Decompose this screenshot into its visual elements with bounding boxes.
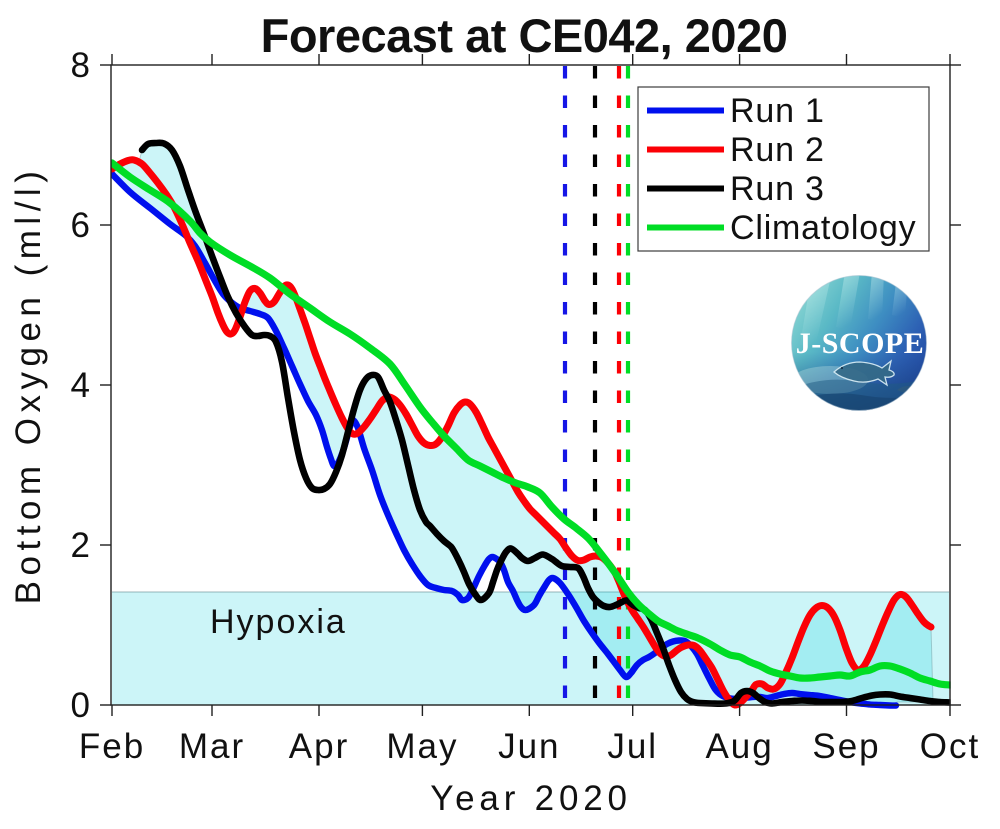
svg-text:6: 6 bbox=[71, 206, 92, 245]
svg-text:Jul: Jul bbox=[607, 727, 658, 766]
svg-text:Feb: Feb bbox=[79, 727, 145, 766]
svg-text:Jun: Jun bbox=[498, 727, 560, 766]
svg-text:Bottom Oxygen (ml/l): Bottom Oxygen (ml/l) bbox=[9, 166, 48, 605]
svg-text:May: May bbox=[386, 727, 458, 766]
svg-text:Apr: Apr bbox=[289, 727, 349, 766]
svg-text:Aug: Aug bbox=[705, 727, 773, 766]
svg-text:4: 4 bbox=[71, 366, 92, 405]
svg-text:Mar: Mar bbox=[179, 727, 245, 766]
svg-text:Run 1: Run 1 bbox=[730, 92, 825, 130]
svg-text:Hypoxia: Hypoxia bbox=[210, 603, 347, 641]
svg-text:Year 2020: Year 2020 bbox=[430, 779, 632, 818]
svg-text:Oct: Oct bbox=[920, 727, 980, 766]
svg-text:Climatology: Climatology bbox=[730, 209, 916, 247]
svg-text:Sep: Sep bbox=[812, 727, 880, 766]
svg-text:0: 0 bbox=[71, 686, 92, 725]
svg-text:8: 8 bbox=[71, 46, 92, 85]
svg-text:J-SCOPE: J-SCOPE bbox=[796, 327, 925, 360]
svg-text:2: 2 bbox=[71, 526, 92, 565]
svg-text:Run 2: Run 2 bbox=[730, 131, 825, 169]
svg-text:Run 3: Run 3 bbox=[730, 170, 825, 208]
svg-text:Forecast at CE042, 2020: Forecast at CE042, 2020 bbox=[261, 9, 788, 62]
